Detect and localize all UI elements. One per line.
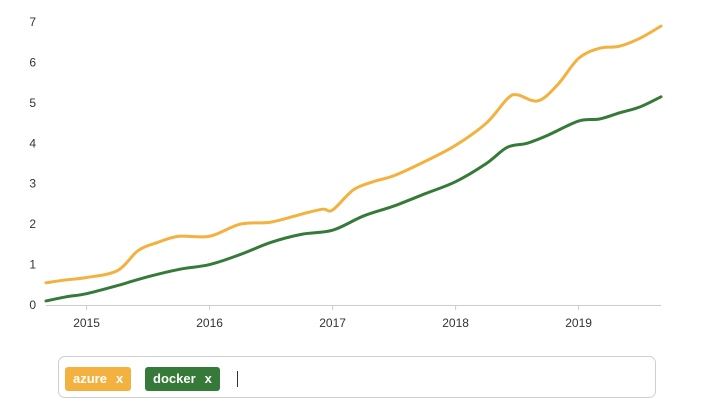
remove-docker-button[interactable]: x (204, 371, 212, 386)
y-tick-label: 0 (29, 298, 36, 312)
x-tick-label: 2018 (442, 316, 469, 330)
text-caret (237, 371, 238, 387)
tag-docker: docker x (145, 367, 220, 391)
y-tick-label: 7 (29, 15, 36, 29)
x-axis-ticks: 2015 2016 2017 2018 2019 (73, 305, 592, 330)
tag-label-docker: docker (153, 371, 196, 386)
y-tick-label: 6 (29, 55, 36, 69)
series-layer (44, 24, 663, 303)
x-tick-label: 2015 (73, 316, 100, 330)
remove-azure-button[interactable]: x (115, 371, 124, 386)
y-tick-label: 1 (29, 258, 36, 272)
tag-input-box[interactable]: azure x docker x (58, 356, 656, 398)
line-chart: 0 1 2 3 4 5 6 7 2015 2016 2017 2018 2019 (29, 15, 663, 330)
x-tick-label: 2016 (196, 316, 223, 330)
tag-azure: azure x (65, 367, 132, 391)
x-tick-label: 2017 (319, 316, 346, 330)
tag-search-input[interactable] (237, 371, 637, 387)
y-axis-ticks: 0 1 2 3 4 5 6 7 (29, 15, 36, 312)
y-tick-label: 3 (29, 177, 36, 191)
x-tick-label: 2019 (565, 316, 592, 330)
y-tick-label: 4 (29, 136, 36, 150)
series-line-azure (44, 24, 663, 285)
y-tick-label: 5 (29, 96, 36, 110)
series-line-docker (44, 95, 663, 303)
tag-label-azure: azure (73, 371, 107, 386)
y-tick-label: 2 (29, 217, 36, 231)
